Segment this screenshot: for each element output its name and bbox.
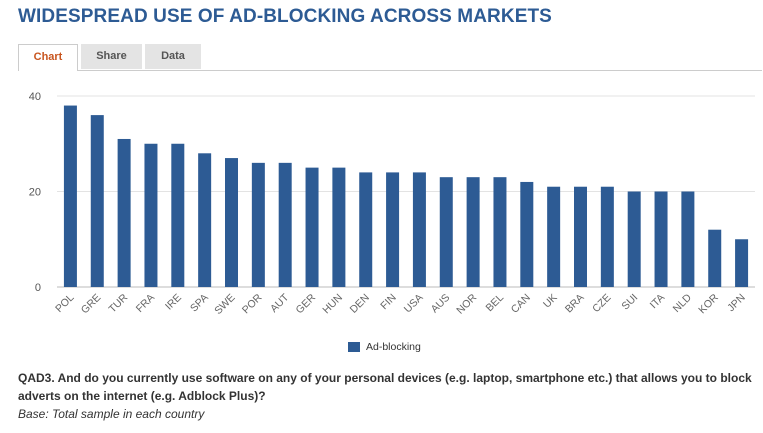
bar-can[interactable] (520, 181, 534, 287)
chart-legend[interactable]: Ad-blocking (348, 340, 421, 354)
bar-spa[interactable] (198, 153, 212, 287)
tab-data[interactable]: Data (145, 44, 201, 69)
bar-aus[interactable] (439, 177, 453, 287)
x-tick-label-den: DEN (348, 292, 372, 316)
x-tick-label-hun: HUN (320, 292, 345, 317)
page-title: WIDESPREAD USE OF AD-BLOCKING ACROSS MAR… (18, 6, 552, 27)
bar-ire[interactable] (171, 143, 185, 287)
bar-sui[interactable] (627, 191, 641, 288)
bar-bra[interactable] (574, 186, 587, 287)
legend-label: Ad-blocking (366, 341, 421, 353)
x-tick-label-spa: SPA (188, 292, 211, 315)
bar-pol[interactable] (63, 105, 77, 287)
bar-gre[interactable] (90, 115, 104, 287)
x-tick-label-bel: BEL (484, 292, 507, 315)
bar-usa[interactable] (412, 172, 426, 287)
y-tick-label-1: 20 (29, 187, 41, 199)
x-tick-label-nor: NOR (454, 291, 479, 316)
bar-jpn[interactable] (735, 239, 749, 287)
x-tick-label-usa: USA (402, 292, 426, 316)
base-note: Base: Total sample in each country (18, 407, 205, 421)
bar-fra[interactable] (144, 143, 158, 287)
bar-cze[interactable] (600, 186, 614, 287)
x-tick-label-ita: ITA (648, 292, 667, 311)
tab-share[interactable]: Share (81, 44, 142, 69)
x-tick-label-ire: IRE (163, 292, 184, 313)
x-tick-label-ger: GER (294, 291, 319, 316)
bar-nld[interactable] (681, 191, 695, 288)
bar-fin[interactable] (386, 172, 400, 287)
x-tick-label-fin: FIN (378, 292, 398, 312)
bar-hun[interactable] (332, 167, 346, 288)
x-tick-label-tur: TUR (106, 291, 130, 315)
bar-por[interactable] (251, 162, 265, 287)
y-tick-label-2: 40 (29, 91, 41, 103)
x-tick-label-aus: AUS (429, 292, 453, 316)
x-tick-label-jpn: JPN (725, 292, 748, 315)
x-tick-label-gre: GRE (79, 292, 104, 317)
x-tick-label-can: CAN (509, 292, 533, 316)
x-tick-label-bra: BRA (563, 292, 587, 316)
tab-bar: Chart Share Data (18, 44, 762, 71)
x-tick-label-cze: CZE (590, 292, 613, 315)
x-tick-label-uk: UK (541, 292, 560, 311)
legend-swatch (348, 342, 360, 352)
bar-nor[interactable] (466, 177, 480, 287)
bar-uk[interactable] (547, 186, 561, 287)
bar-swe[interactable] (225, 158, 238, 287)
x-tick-label-nld: NLD (671, 291, 695, 315)
bar-ita[interactable] (654, 191, 668, 288)
y-tick-label-0: 0 (35, 282, 41, 294)
bar-tur[interactable] (117, 138, 131, 287)
bar-chart: 0 20 40 POL GRE TUR FRA IRE SPA SWE POR AUT GER HUN DE… (29, 91, 755, 317)
bar-den[interactable] (359, 172, 373, 287)
bar-ger[interactable] (305, 167, 319, 288)
bar-kor[interactable] (708, 229, 722, 287)
bar-aut[interactable] (278, 162, 292, 287)
x-tick-label-sui: SUI (619, 292, 640, 313)
x-tick-label-fra: FRA (134, 292, 157, 315)
bar-bel[interactable] (493, 177, 507, 287)
survey-question: QAD3. And do you currently use software … (18, 371, 752, 403)
x-tick-label-por: POR (240, 291, 265, 316)
chart-area: 0 20 40 POL GRE TUR FRA IRE SPA SWE POR AUT GER HUN DE… (0, 80, 763, 360)
x-tick-label-aut: AUT (268, 291, 292, 315)
x-tick-label-kor: KOR (696, 291, 721, 316)
x-tick-label-swe: SWE (212, 292, 237, 317)
x-tick-label-pol: POL (53, 292, 76, 315)
tab-chart[interactable]: Chart (18, 44, 78, 71)
